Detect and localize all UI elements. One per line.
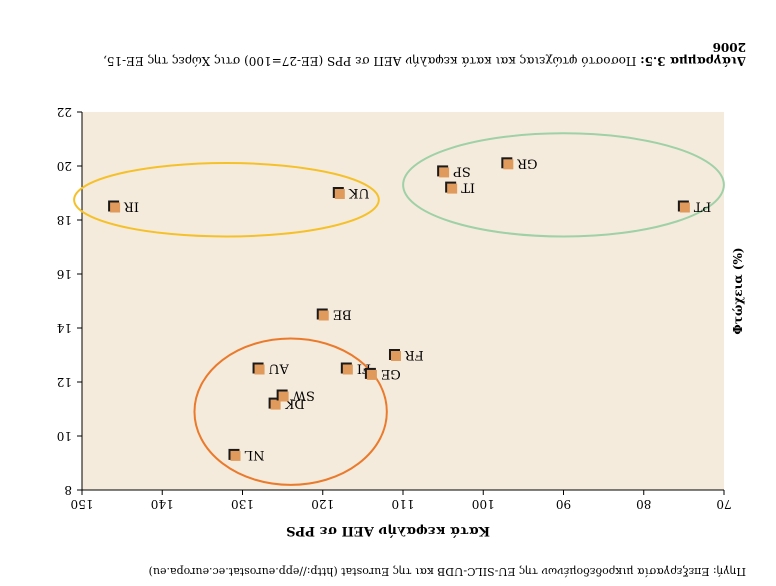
point-label: NL [244,447,264,462]
point-marker [278,391,289,402]
point-label: IT [461,180,475,195]
point-marker [366,369,377,380]
point-label: UK [349,185,370,200]
point-label: SP [453,163,471,178]
x-tick-label: 90 [556,497,571,511]
y-axis-title: Φτώχεια (%) [731,247,745,335]
group-ellipse [402,132,725,238]
y-tick-label: 20 [57,159,72,173]
x-tick-label: 70 [716,497,731,511]
point-marker [390,351,401,361]
point-marker [270,399,281,410]
y-tick-label: 12 [57,375,72,389]
point-label: GE [381,366,401,381]
point-marker [503,159,514,170]
point-marker [254,364,265,375]
point-label: FR [404,347,424,362]
y-tick-label: 16 [57,267,72,281]
point-label: SW [292,388,315,403]
point-marker [342,364,353,375]
x-tick-label: 100 [472,497,495,511]
point-label: DK [284,396,304,411]
point-label: BE [333,307,352,322]
x-tick-label: 110 [392,497,415,511]
y-tick-label: 14 [56,321,72,335]
y-tick-label: 22 [57,105,72,119]
plot-area [82,112,724,490]
point-label: PT [694,199,712,214]
point-marker [447,183,458,194]
y-tick-label: 18 [57,213,72,227]
y-tick-label: 10 [57,429,72,443]
x-tick-label: 80 [636,497,651,511]
point-label: AU [269,361,290,376]
point-label: GR [516,155,537,170]
point-marker [110,202,121,213]
point-marker [679,202,690,213]
x-axis-title: Κατά κεφαλήν ΑΕΠ σε PPS [286,523,490,538]
y-tick-label: 8 [64,483,72,497]
x-tick-label: 150 [71,497,94,511]
group-ellipse [193,337,388,486]
x-tick-label: 140 [151,497,174,511]
x-tick-label: 120 [311,497,334,511]
point-marker [318,310,329,321]
source-note: Πηγή: Επεξεργασία μικροδεδομένων της EU-… [148,565,746,578]
point-marker [334,189,345,199]
group-ellipse [73,162,380,238]
x-tick-label: 130 [231,497,254,511]
point-marker [439,167,450,178]
point-label: IR [123,199,139,214]
point-marker [230,450,241,461]
